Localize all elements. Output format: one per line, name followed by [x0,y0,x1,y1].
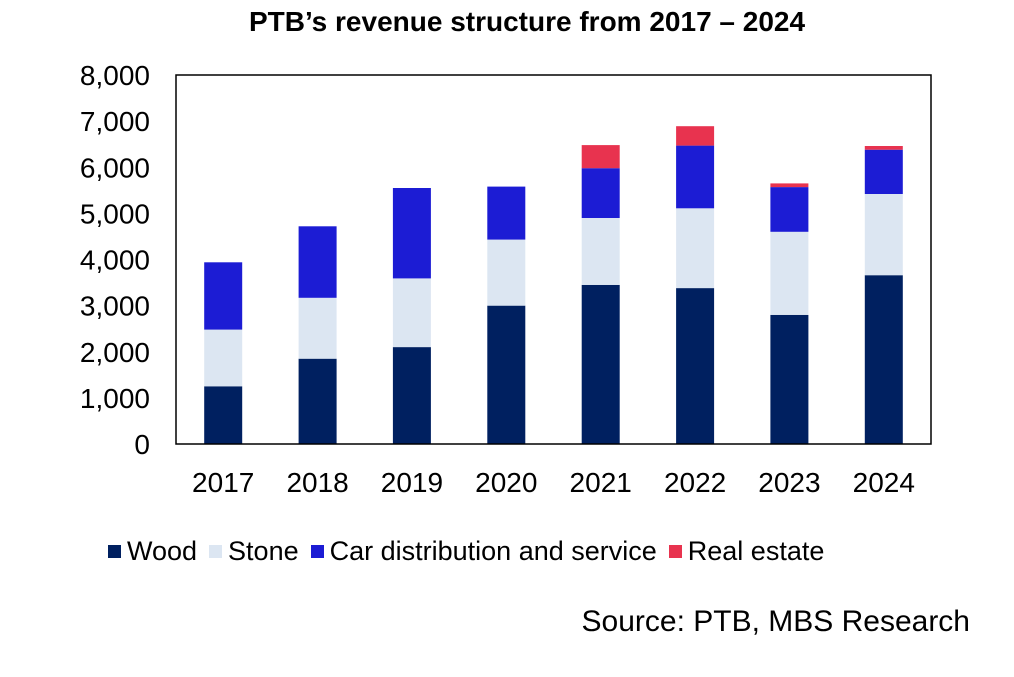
bar-wood-2021 [581,284,620,444]
x-tick-label-2017: 2017 [192,467,254,498]
y-tick-label: 2,000 [80,337,150,368]
x-tick-label-2019: 2019 [381,467,443,498]
legend-label-real-estate: Real estate [687,536,825,566]
bar-stone-2019 [392,278,431,348]
bar-car-distribution-2023 [770,187,809,232]
x-tick-label-2018: 2018 [286,467,348,498]
bar-wood-2020 [487,305,526,444]
bar-wood-2019 [392,347,431,444]
bar-wood-2017 [204,386,243,444]
chart-title: PTB’s revenue structure from 2017 – 2024 [248,6,806,37]
bar-car-distribution-2022 [676,145,715,209]
legend-swatch-stone [209,544,223,558]
bar-stone-2021 [581,218,620,285]
bar-wood-2018 [298,358,337,444]
plot-frame [175,74,932,445]
legend: Wood Stone Car distribution and service … [108,533,836,569]
x-tick-label-2020: 2020 [475,467,537,498]
y-tick-label: 7,000 [80,106,150,137]
y-tick-label: 1,000 [80,383,150,414]
bar-car-distribution-2017 [204,262,243,330]
y-tick-label: 6,000 [80,152,150,183]
bar-wood-2024 [864,275,903,444]
legend-item-stone: Stone [209,533,299,569]
legend-label-stone: Stone [228,536,299,566]
bar-car-distribution-2020 [487,186,526,240]
y-tick-label: 5,000 [80,198,150,229]
x-tick-label-2022: 2022 [664,467,726,498]
legend-swatch-car-distribution [310,544,324,558]
legend-swatch-wood [108,544,121,558]
y-tick-label: 8,000 [80,60,150,91]
legend-item-wood: Wood [108,533,197,569]
bar-car-distribution-2019 [392,188,431,279]
bar-stone-2023 [770,231,809,315]
bar-stone-2020 [487,239,526,306]
bar-wood-2023 [770,314,809,444]
legend-item-car-distribution: Car distribution and service [310,533,657,569]
legend-label-car-distribution: Car distribution and service [329,536,657,566]
y-tick-label: 0 [134,429,150,460]
bar-car-distribution-2018 [298,226,337,298]
bar-real-estate-2024 [864,146,903,150]
bar-car-distribution-2024 [864,149,903,194]
bar-car-distribution-2021 [581,168,620,218]
bar-stone-2017 [204,329,243,387]
y-tick-label: 3,000 [80,291,150,322]
x-tick-label-2024: 2024 [853,467,915,498]
x-tick-label-2023: 2023 [758,467,820,498]
bar-wood-2022 [676,288,715,444]
bar-real-estate-2021 [581,145,620,169]
bar-stone-2022 [676,208,715,289]
bar-real-estate-2022 [676,126,715,146]
legend-swatch-real-estate [668,544,682,558]
bar-real-estate-2023 [770,183,809,188]
bar-stone-2024 [864,194,903,276]
y-tick-label: 4,000 [80,245,150,276]
legend-label-wood: Wood [127,536,198,566]
legend-item-real-estate: Real estate [668,533,825,569]
x-tick-label-2021: 2021 [570,467,632,498]
source-note: Source: PTB, MBS Research [581,605,970,638]
bar-stone-2018 [298,297,337,359]
